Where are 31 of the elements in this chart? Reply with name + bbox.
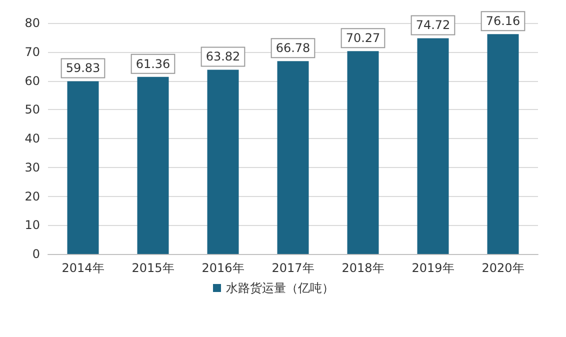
x-tick-label: 2017年 [272, 261, 314, 275]
data-label: 74.72 [416, 18, 450, 32]
x-tick-label: 2015年 [132, 261, 174, 275]
y-tick-label: 30 [24, 160, 40, 174]
data-label: 70.27 [346, 31, 380, 46]
bar [417, 38, 449, 254]
bar [207, 70, 239, 254]
y-tick-label: 20 [24, 189, 40, 204]
data-label: 61.36 [136, 56, 170, 71]
y-tick-label: 50 [24, 102, 40, 117]
bar [487, 34, 519, 254]
x-tick-label: 2016年 [202, 261, 244, 275]
y-tick-label: 70 [24, 44, 40, 59]
y-tick-label: 40 [24, 132, 40, 146]
x-tick-label: 2019年 [412, 261, 454, 275]
y-tick-label: 10 [24, 218, 40, 232]
x-tick-label: 2014年 [62, 261, 104, 275]
y-tick-label: 60 [24, 74, 40, 88]
data-label: 66.78 [276, 41, 310, 56]
y-tick-label: 0 [32, 247, 40, 261]
x-tick-label: 2018年 [342, 261, 384, 275]
bar [347, 51, 379, 254]
data-label: 59.83 [66, 61, 100, 76]
x-tick-label: 2020年 [482, 261, 524, 275]
y-tick-label: 80 [24, 16, 40, 30]
legend-label: 水路货运量（亿吨） [226, 281, 334, 295]
bar [277, 61, 309, 254]
bar [137, 76, 169, 254]
bar [67, 81, 99, 254]
data-label: 63.82 [206, 50, 240, 64]
data-label: 76.16 [486, 14, 520, 28]
